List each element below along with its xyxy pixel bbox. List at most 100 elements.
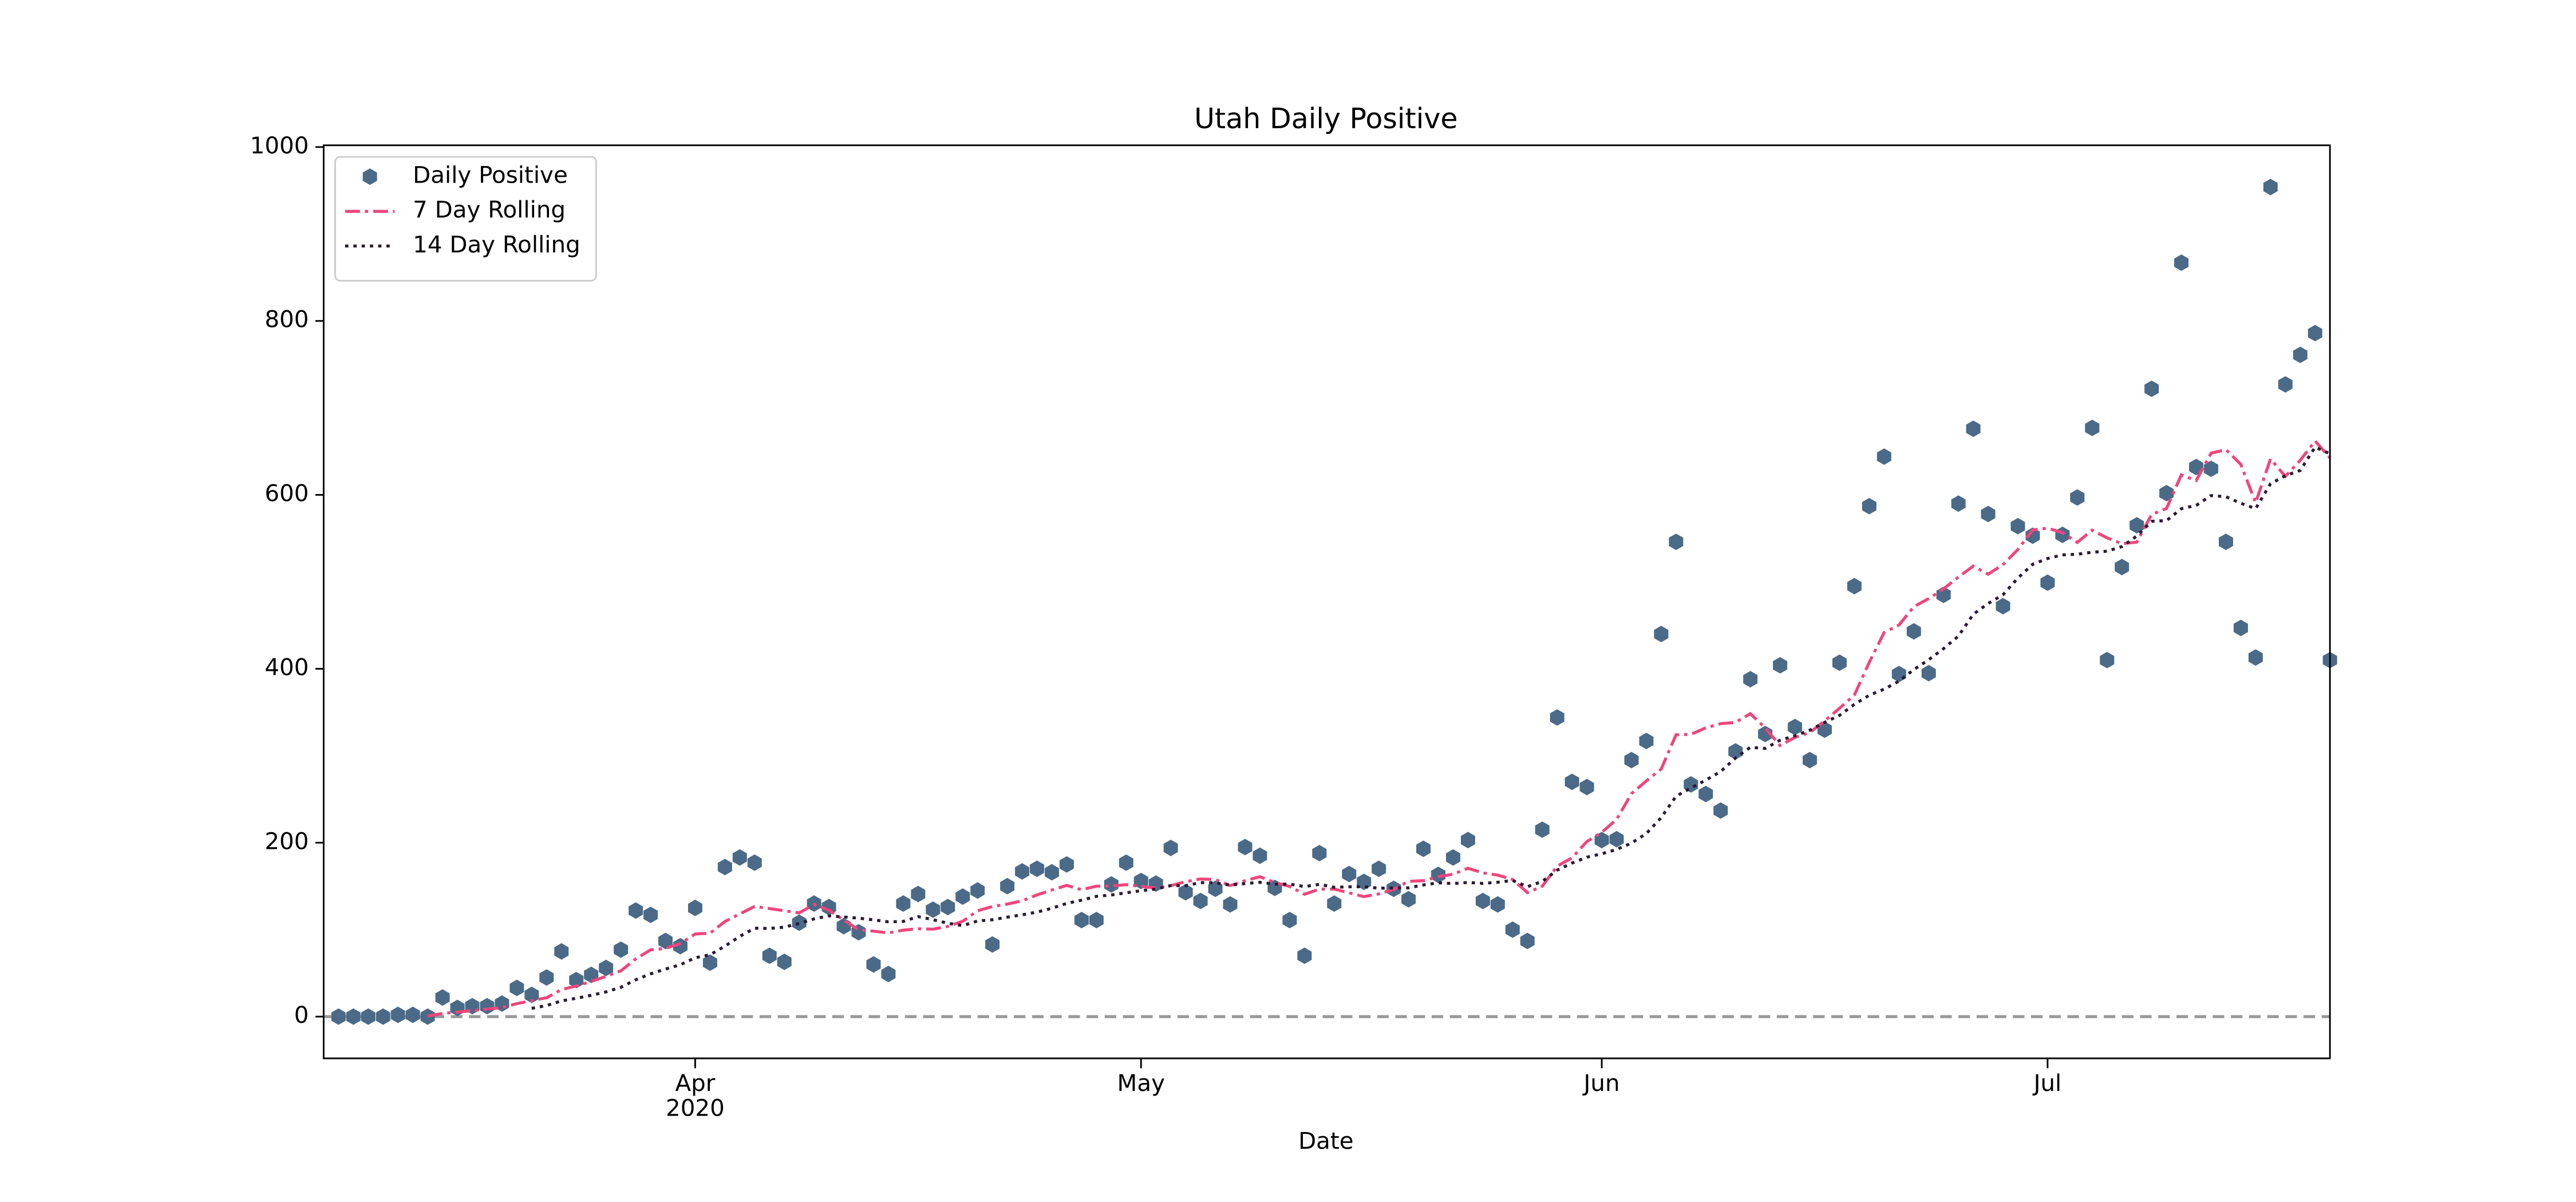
x-tick-label: Jun <box>1582 1070 1620 1097</box>
y-tick-label: 0 <box>294 1002 309 1029</box>
data-point <box>1163 839 1178 856</box>
data-point <box>2233 619 2248 636</box>
data-point <box>688 899 702 916</box>
data-point <box>1045 864 1059 881</box>
data-point <box>2308 325 2322 342</box>
data-point <box>2115 559 2129 576</box>
data-point <box>599 959 614 976</box>
legend-label: 7 Day Rolling <box>413 196 566 223</box>
data-point <box>1520 932 1535 950</box>
data-point <box>1966 420 1981 437</box>
data-point <box>1654 626 1669 643</box>
data-point <box>1624 752 1639 769</box>
data-point <box>405 1006 420 1023</box>
data-point <box>1445 849 1460 866</box>
data-point <box>2218 533 2233 551</box>
data-point <box>1728 743 1743 760</box>
data-point <box>881 966 896 983</box>
y-tick-label: 600 <box>264 480 309 507</box>
data-point <box>2085 420 2100 437</box>
chart-title: Utah Daily Positive <box>1194 102 1457 135</box>
data-point <box>1996 598 2010 615</box>
data-point <box>1104 876 1119 893</box>
data-point <box>1460 832 1475 849</box>
data-point <box>1579 778 1594 796</box>
data-point <box>1773 657 1788 674</box>
data-point <box>2263 179 2278 196</box>
data-point <box>1342 865 1357 883</box>
legend-box <box>334 156 597 282</box>
data-point <box>2040 574 2055 591</box>
data-point <box>1505 921 1520 938</box>
data-point <box>2204 460 2218 477</box>
data-point <box>1698 785 1713 802</box>
data-point <box>941 899 955 916</box>
data-point <box>1431 867 1445 883</box>
data-point <box>2248 649 2263 666</box>
data-point <box>1906 623 1921 640</box>
data-point <box>1416 840 1431 857</box>
data-point <box>1876 448 1891 465</box>
data-point <box>331 1008 346 1025</box>
data-point <box>2293 346 2308 363</box>
data-point <box>1253 847 1267 864</box>
data-point <box>1178 884 1193 901</box>
data-point <box>509 979 524 997</box>
data-point <box>1490 896 1505 913</box>
data-point <box>1074 912 1089 928</box>
data-point <box>985 936 1000 953</box>
data-point <box>1475 892 1490 910</box>
data-point <box>762 947 777 964</box>
data-point <box>614 941 629 958</box>
data-point <box>376 1008 390 1025</box>
data-point <box>1015 863 1030 880</box>
data-point <box>435 989 450 1006</box>
data-point <box>524 986 539 1003</box>
data-point <box>777 953 792 970</box>
data-point <box>673 938 688 955</box>
data-point <box>702 954 717 971</box>
data-point <box>1713 802 1728 819</box>
legend-label: 14 Day Rolling <box>413 231 580 258</box>
y-tick-label: 400 <box>264 654 309 681</box>
data-point <box>1223 896 1238 913</box>
data-point <box>1089 912 1104 928</box>
rolling-line <box>531 445 2331 1010</box>
data-point <box>896 895 911 912</box>
data-point <box>539 969 554 986</box>
legend-label: Daily Positive <box>413 162 568 189</box>
data-point <box>1862 497 1876 515</box>
data-point <box>1639 733 1654 749</box>
data-point <box>1282 912 1297 928</box>
data-point <box>361 1008 376 1025</box>
data-point <box>1832 654 1847 671</box>
data-point <box>747 854 762 871</box>
data-point <box>346 1008 361 1025</box>
data-point <box>1312 845 1327 861</box>
data-point <box>1059 856 1074 873</box>
data-point <box>2100 651 2115 669</box>
data-point <box>2159 485 2174 501</box>
y-tick-label: 200 <box>264 828 309 855</box>
data-point <box>1803 752 1818 769</box>
data-point <box>926 901 941 918</box>
plot-frame <box>322 144 2331 1059</box>
x-axis-label: Date <box>1298 1128 1354 1154</box>
data-point <box>1133 872 1148 889</box>
data-point <box>1372 860 1386 877</box>
data-point <box>2025 527 2040 544</box>
data-point <box>1669 533 1684 551</box>
data-point <box>1238 839 1253 856</box>
data-point <box>792 914 807 931</box>
data-point <box>420 1008 435 1025</box>
data-point <box>1327 895 1342 912</box>
data-point <box>911 885 926 903</box>
data-point <box>2010 517 2025 535</box>
data-point <box>1564 773 1579 790</box>
data-point <box>1550 709 1564 726</box>
data-point <box>643 906 658 923</box>
data-point <box>2278 376 2293 393</box>
data-point <box>1981 505 1996 523</box>
data-point <box>1951 495 1966 512</box>
data-point <box>658 932 673 950</box>
